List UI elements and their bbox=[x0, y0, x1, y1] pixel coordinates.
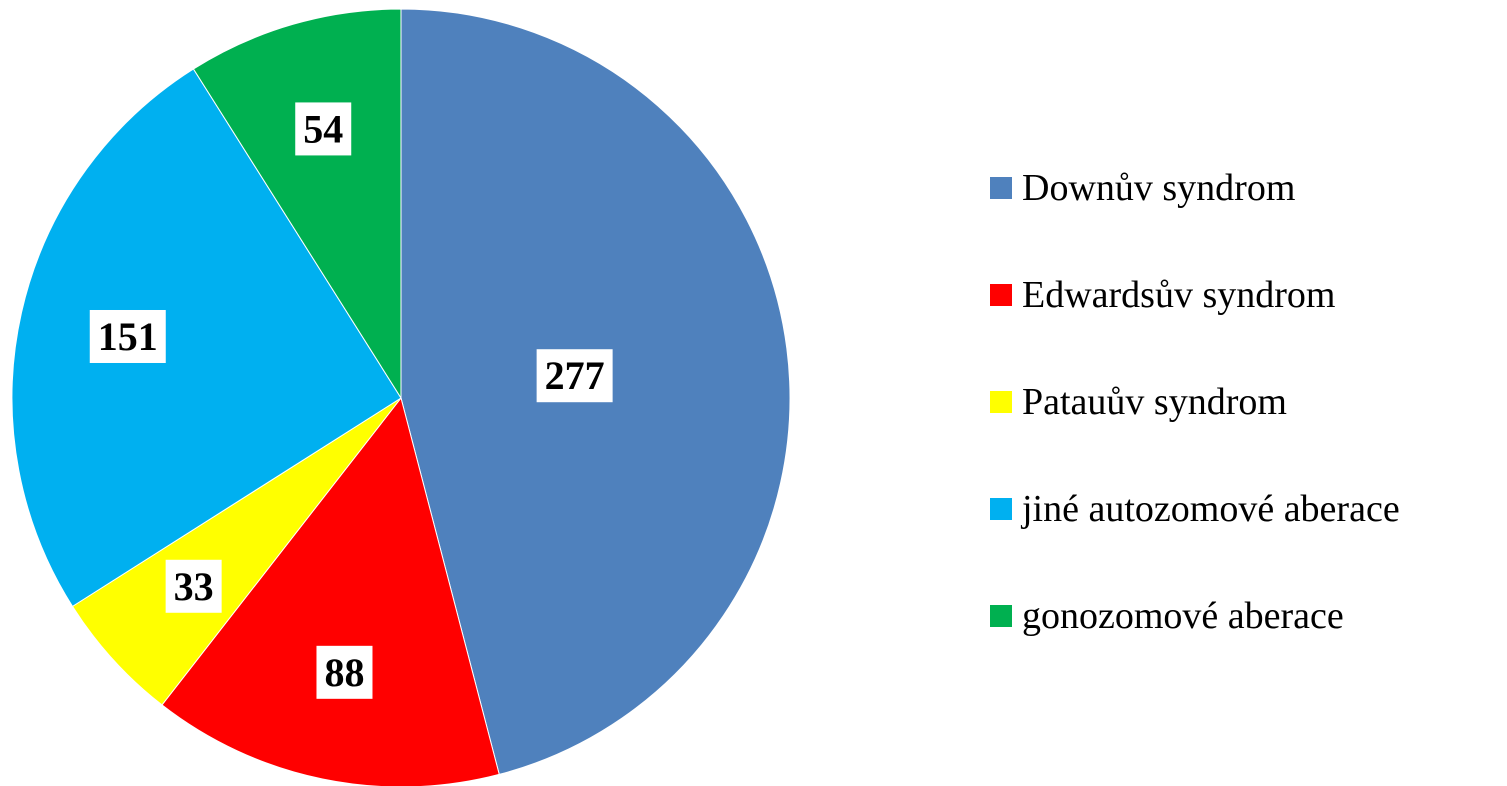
pie-slice bbox=[11, 68, 402, 608]
pie-slice bbox=[71, 397, 402, 706]
data-label-bg bbox=[89, 309, 166, 363]
data-label: 151 bbox=[89, 309, 166, 363]
legend-swatch bbox=[990, 498, 1012, 520]
data-label-bg bbox=[536, 349, 613, 403]
legend-label: Edwardsův syndrom bbox=[1022, 274, 1335, 316]
data-label-text: 88 bbox=[324, 650, 364, 695]
data-label-text: 54 bbox=[303, 106, 343, 151]
data-label-text: 151 bbox=[98, 314, 158, 359]
data-label-bg bbox=[295, 102, 352, 156]
legend-label: Downův syndrom bbox=[1022, 167, 1295, 209]
data-label: 54 bbox=[295, 102, 352, 156]
data-label: 277 bbox=[536, 349, 613, 403]
data-label-bg bbox=[316, 645, 373, 699]
legend-label: jiné autozomové aberace bbox=[1020, 488, 1400, 530]
data-label-bg bbox=[165, 559, 222, 613]
legend-label: gonozomové aberace bbox=[1022, 595, 1344, 637]
data-label-text: 277 bbox=[545, 353, 605, 398]
data-label: 33 bbox=[165, 559, 222, 613]
legend-swatch bbox=[990, 605, 1012, 627]
legend-swatch bbox=[990, 177, 1012, 199]
legend-label: Patauův syndrom bbox=[1022, 381, 1287, 423]
legend-swatch bbox=[990, 391, 1012, 413]
data-label-text: 33 bbox=[174, 564, 214, 609]
pie-slice bbox=[161, 396, 500, 786]
legend-swatch bbox=[990, 284, 1012, 306]
data-label: 88 bbox=[316, 645, 373, 699]
